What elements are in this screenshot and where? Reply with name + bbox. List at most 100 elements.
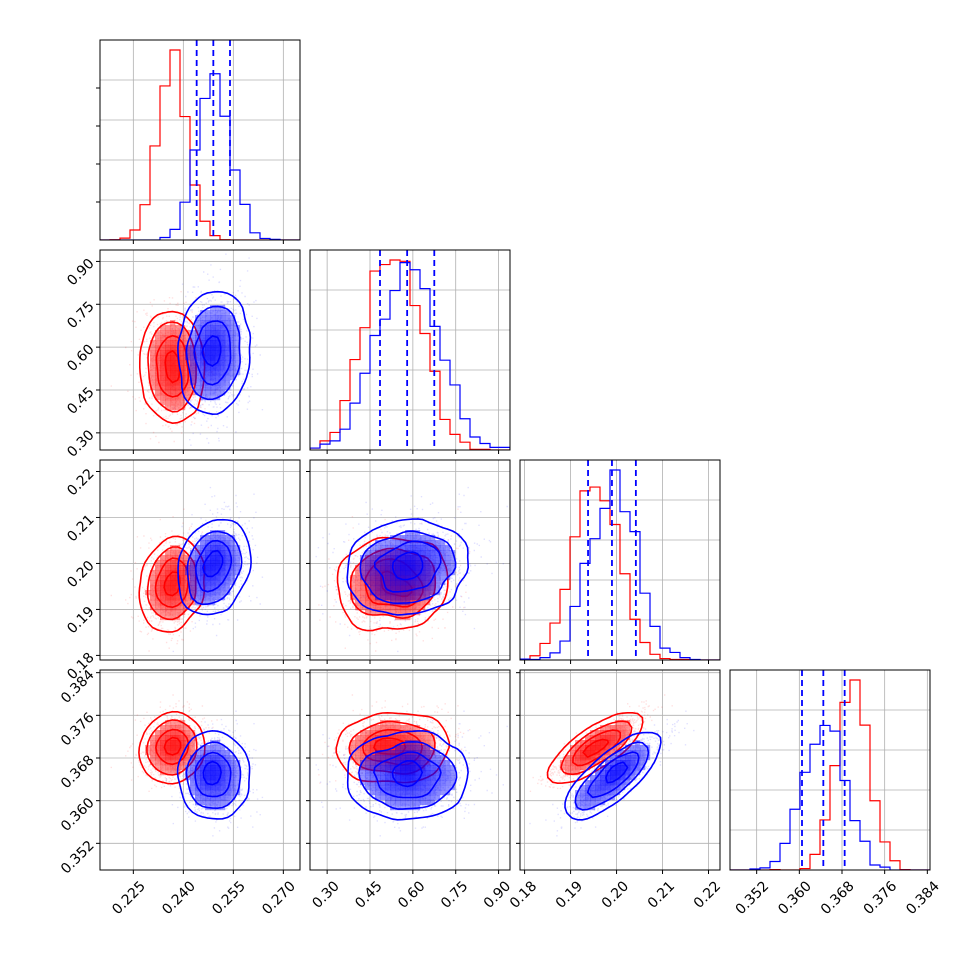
density-cell — [360, 570, 366, 576]
density-cell — [425, 770, 431, 776]
density-cell — [150, 745, 156, 751]
density-cell — [155, 570, 161, 576]
density-cell — [370, 585, 376, 591]
density-cell — [165, 555, 171, 561]
density-cell — [180, 550, 186, 556]
density-cell — [420, 800, 426, 806]
density-cell — [400, 765, 406, 771]
density-cell — [385, 555, 391, 561]
density-cell — [440, 780, 446, 786]
density-cell — [620, 730, 626, 736]
density-cell — [360, 730, 366, 736]
density-cell — [205, 780, 211, 786]
density-cell — [200, 365, 206, 371]
density-cell — [205, 390, 211, 396]
density-cell — [360, 595, 366, 601]
density-cell — [575, 765, 581, 771]
density-cell — [370, 595, 376, 601]
density-cell — [215, 390, 221, 396]
contour-red-2 — [146, 719, 198, 776]
contour-red-0 — [163, 736, 182, 756]
density-cell — [220, 775, 226, 781]
density-cell — [215, 760, 221, 766]
density-cell — [360, 565, 366, 571]
density-cell — [190, 340, 196, 346]
density-cell — [450, 555, 456, 561]
density-cell — [380, 555, 386, 561]
density-cell — [165, 770, 171, 776]
density-cell — [365, 730, 371, 736]
panel-frame — [99, 249, 301, 451]
x-tick-label-p2: 0.60 — [395, 878, 428, 911]
diag-panel-p4 — [729, 669, 931, 874]
density-cell — [430, 535, 436, 541]
density-cell — [370, 570, 376, 576]
density-cell — [420, 790, 426, 796]
x-tick-label-p3: 0.19 — [553, 878, 586, 911]
density-cell — [220, 380, 226, 386]
density-cell — [370, 735, 376, 741]
density-cell — [400, 755, 406, 761]
density-cell — [230, 375, 236, 381]
contour-blue-3 — [564, 731, 662, 821]
density-cell — [200, 330, 206, 336]
density-cell — [430, 795, 436, 801]
density-cell — [380, 785, 386, 791]
density-cell — [385, 725, 391, 731]
density-cell — [355, 600, 361, 606]
density-cell — [620, 765, 626, 771]
contour-blue-1 — [195, 539, 233, 593]
density-cell — [180, 375, 186, 381]
density-cell — [190, 590, 196, 596]
density-cell — [365, 600, 371, 606]
density-cell — [375, 770, 381, 776]
density-cell — [210, 775, 216, 781]
density-cell — [235, 350, 241, 356]
density-cell — [170, 610, 176, 616]
density-cell — [435, 760, 441, 766]
density-cell — [215, 560, 221, 566]
density-cell — [195, 550, 201, 556]
density-cell — [195, 340, 201, 346]
density-cell — [210, 385, 216, 391]
density-cell — [380, 740, 386, 746]
density-cell — [575, 800, 581, 806]
density-cell — [155, 590, 161, 596]
density-cell — [580, 745, 586, 751]
contour-blue-2 — [574, 741, 650, 811]
density-cell — [575, 795, 581, 801]
density-cell — [635, 750, 641, 756]
density-cell — [165, 590, 171, 596]
density-cell — [410, 725, 416, 731]
density-cell — [350, 595, 356, 601]
density-cell — [620, 725, 626, 731]
density-cell — [585, 780, 591, 786]
density-cell — [165, 745, 171, 751]
density-cell — [380, 580, 386, 586]
density-cell — [190, 335, 196, 341]
density-cell — [170, 390, 176, 396]
density-cell — [210, 575, 216, 581]
density-cell — [190, 590, 196, 596]
density-cell — [160, 330, 166, 336]
density-cell — [390, 585, 396, 591]
density-cell — [395, 760, 401, 766]
density-cell — [375, 755, 381, 761]
density-cell — [185, 725, 191, 731]
density-cell — [180, 400, 186, 406]
density-cell — [155, 585, 161, 591]
density-cell — [630, 765, 636, 771]
y-tick-label-p2: 0.75 — [64, 299, 97, 332]
density-cell — [595, 730, 601, 736]
density-cell — [420, 780, 426, 786]
density-cell — [360, 780, 366, 786]
density-cell — [580, 785, 586, 791]
density-cell — [435, 755, 441, 761]
density-cell — [165, 400, 171, 406]
density-cell — [235, 550, 241, 556]
density-cell — [410, 800, 416, 806]
density-cell — [210, 565, 216, 571]
y-tick-label-p4: 0.368 — [58, 752, 98, 792]
density-cell — [400, 605, 406, 611]
y-tick-label-p2: 0.90 — [64, 256, 97, 289]
